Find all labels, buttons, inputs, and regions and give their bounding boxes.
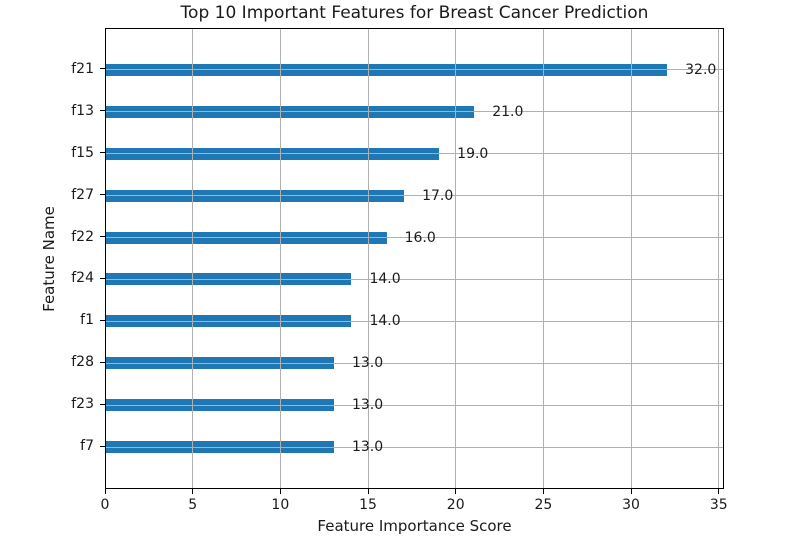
x-tick-label: 20 (446, 497, 465, 513)
y-tick-mark (100, 319, 105, 321)
x-tick-mark (630, 489, 632, 494)
y-tick-label: f1 (80, 312, 94, 329)
gridline-vertical (630, 29, 632, 488)
y-tick-mark (100, 194, 105, 196)
x-tick-label: 15 (359, 497, 377, 513)
x-tick-mark (104, 489, 106, 494)
bar-value-label: 13.0 (351, 397, 384, 414)
bar-value-label: 14.0 (369, 271, 401, 288)
x-tick-label: 30 (622, 497, 640, 513)
gridline-vertical (367, 29, 369, 488)
y-tick-mark (100, 361, 105, 363)
x-tick-mark (455, 489, 457, 494)
gridline-vertical (192, 29, 194, 488)
chart-title: Top 10 Important Features for Breast Can… (180, 3, 649, 23)
y-tick-mark (100, 152, 105, 154)
bar-value-label: 32.0 (685, 61, 717, 78)
bar-value-label: 14.0 (369, 313, 401, 330)
x-tick-label: 25 (534, 497, 553, 513)
y-tick-label: f27 (71, 186, 94, 203)
x-tick-mark (542, 489, 544, 494)
x-tick-label: 35 (709, 497, 728, 513)
x-tick-mark (367, 489, 369, 494)
y-tick-label: f22 (71, 228, 94, 245)
y-tick-mark (100, 110, 105, 112)
bar-value-label: 13.0 (351, 355, 384, 372)
bar-value-label: 21.0 (492, 103, 524, 120)
gridline-horizontal (106, 362, 723, 364)
y-tick-mark (100, 236, 105, 238)
gridline-vertical (542, 29, 544, 488)
x-tick-label: 5 (188, 497, 198, 513)
bar-value-label: 16.0 (404, 229, 436, 246)
y-tick-label: f21 (71, 60, 94, 77)
y-tick-mark (100, 277, 105, 279)
plot-area: 32.0 21.0 19.0 17.0 16.0 14.0 14.0 13.0 13.0 13.0 (105, 28, 724, 489)
bar-value-label: 13.0 (351, 439, 384, 456)
y-tick-label: f7 (80, 438, 94, 455)
y-tick-label: f13 (71, 102, 94, 119)
y-tick-label: f28 (71, 354, 94, 371)
gridline-horizontal (106, 278, 723, 280)
y-tick-mark (100, 403, 105, 405)
gridline-vertical (279, 29, 281, 488)
gridline-horizontal (106, 237, 723, 239)
bar-value-label: 19.0 (457, 145, 489, 162)
x-tick-mark (192, 489, 194, 494)
x-axis-label: Feature Importance Score (317, 517, 512, 535)
gridline-horizontal (106, 111, 723, 113)
y-tick-label: f15 (71, 144, 94, 161)
bar-value-label: 17.0 (422, 187, 454, 204)
y-axis-label: Feature Name (40, 205, 58, 312)
y-tick-label: f24 (71, 270, 94, 287)
gridline-horizontal (106, 195, 723, 197)
gridline-horizontal (106, 404, 723, 406)
gridline-horizontal (106, 153, 723, 155)
y-tick-mark (100, 445, 105, 447)
gridline-horizontal (106, 69, 723, 71)
x-tick-label: 0 (100, 497, 110, 513)
gridline-horizontal (106, 320, 723, 322)
x-tick-mark (279, 489, 281, 494)
gridline-vertical (455, 29, 457, 488)
y-tick-label: f23 (71, 396, 94, 413)
gridline-vertical (718, 29, 720, 488)
y-tick-mark (100, 68, 105, 70)
x-tick-mark (718, 489, 720, 494)
gridline-horizontal (106, 446, 723, 448)
x-tick-label: 10 (271, 497, 290, 513)
